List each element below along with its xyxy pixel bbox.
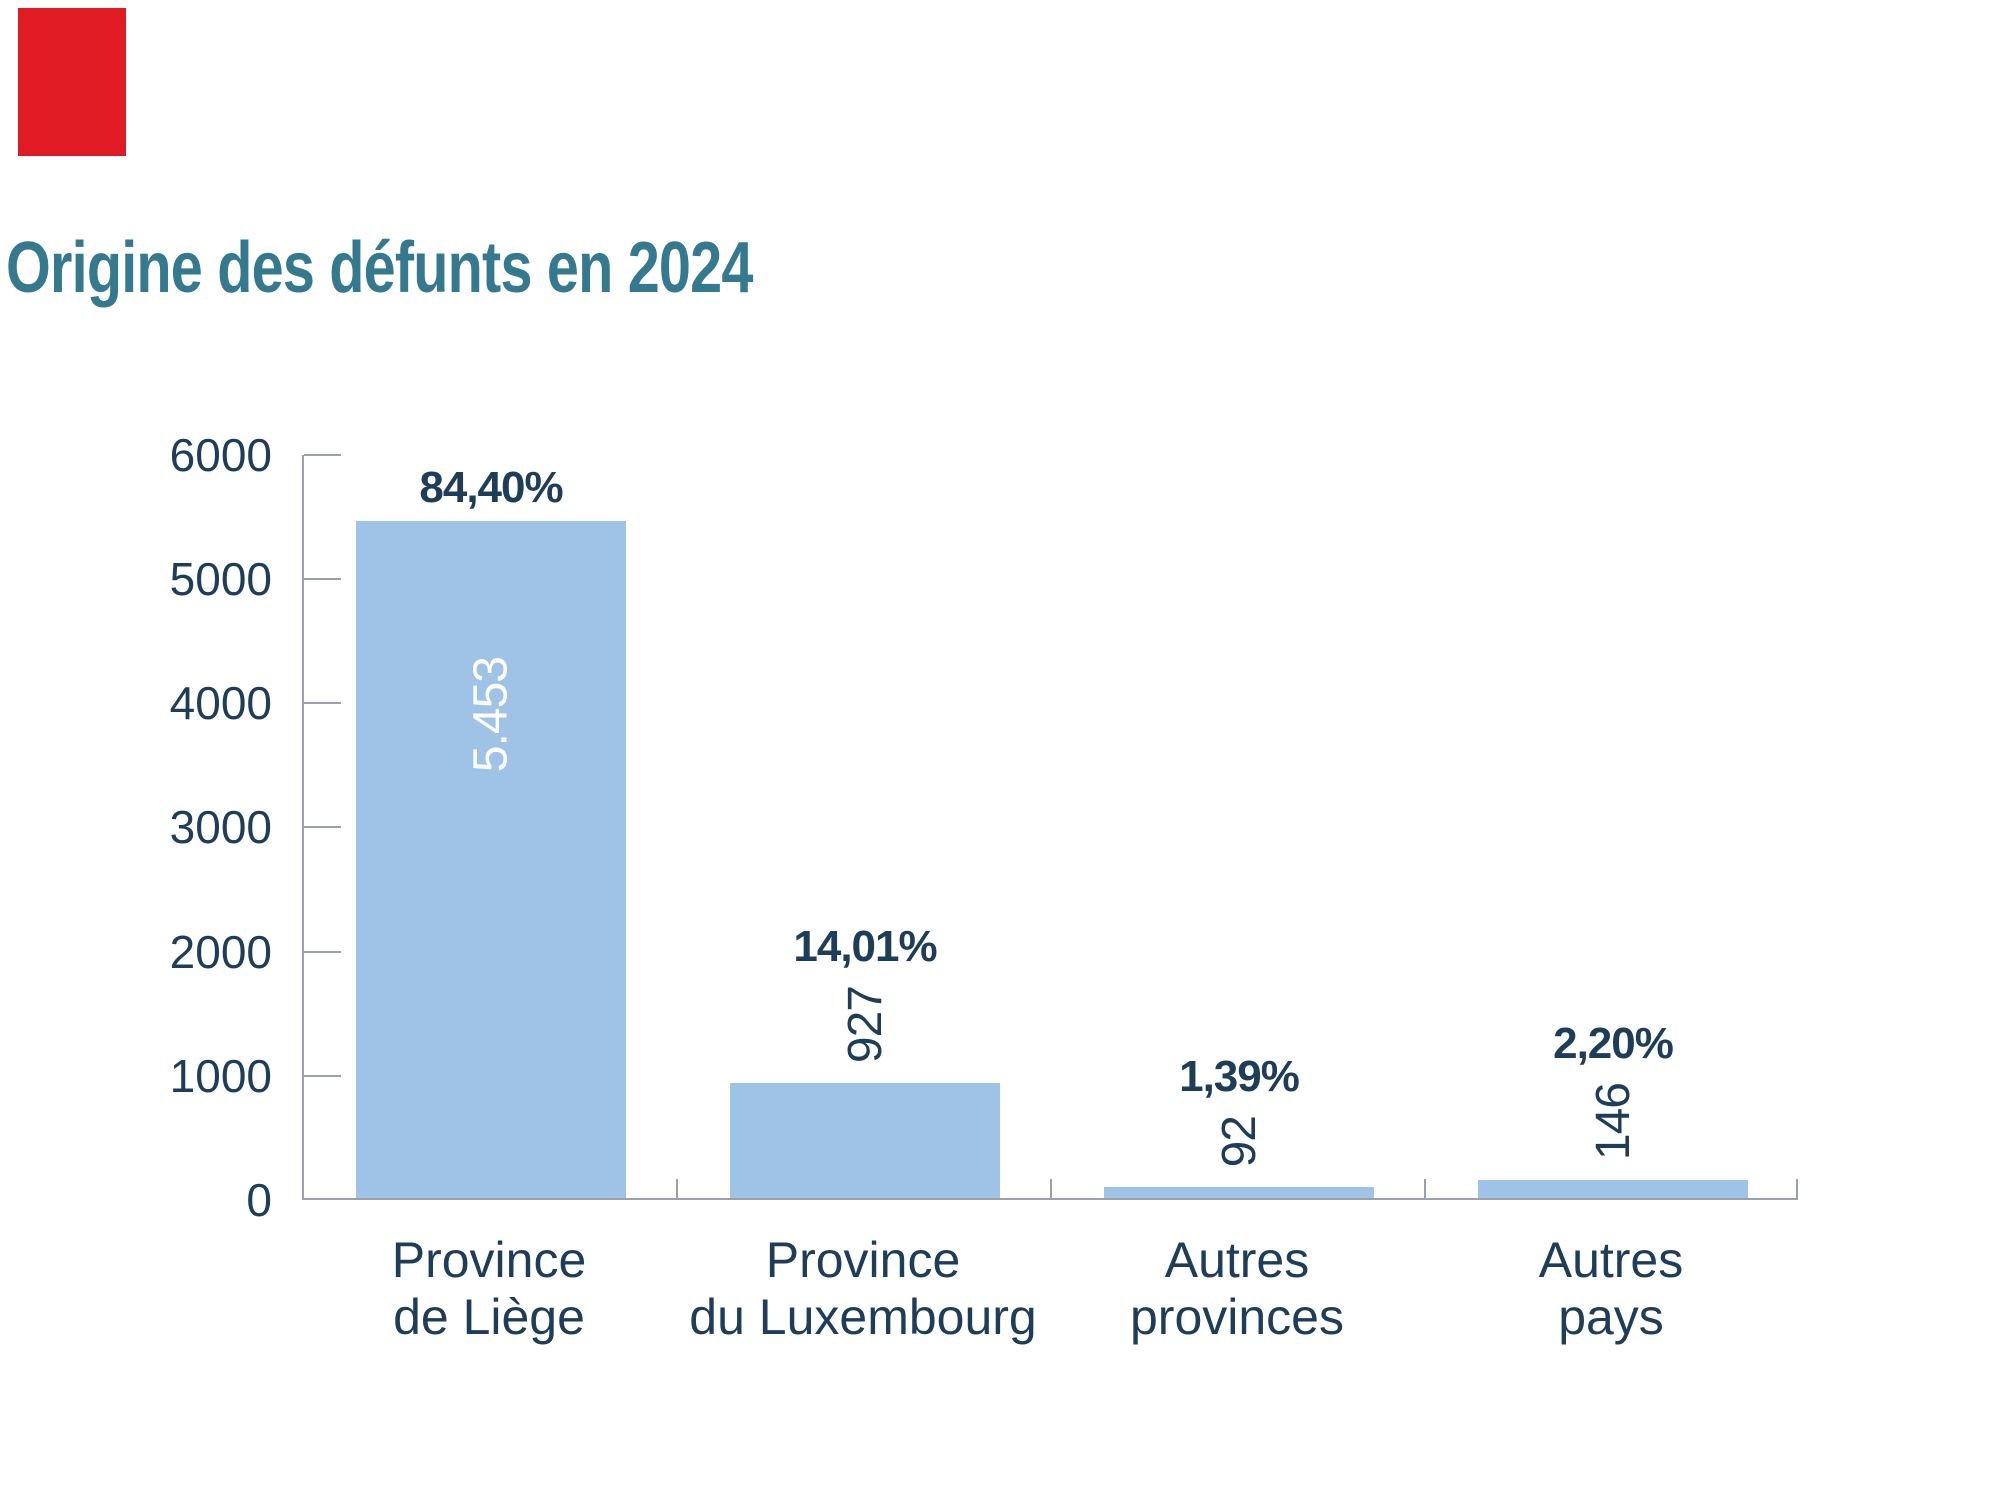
- bar-value-label: 92: [1212, 1115, 1266, 1167]
- category-line: pays: [1558, 1289, 1664, 1345]
- x-axis-category-label: Autres pays: [1424, 1232, 1798, 1346]
- x-axis-category-label: Province du Luxembourg: [676, 1232, 1050, 1346]
- bar-group-province-de-liege: 84,40% 5.453: [304, 463, 678, 1198]
- category-line: Province: [765, 1232, 961, 1288]
- category-line: de Liège: [393, 1289, 585, 1345]
- y-axis-tick-label: 0: [246, 1174, 272, 1226]
- y-axis-tick-label: 5000: [169, 553, 272, 605]
- bar-autres-provinces: [1104, 1187, 1374, 1198]
- bar-percent-label: 2,20%: [1553, 1018, 1674, 1068]
- category-line: Province: [391, 1232, 587, 1288]
- red-ribbon: [18, 8, 126, 156]
- y-axis-tick: [304, 826, 341, 828]
- x-axis-boundary-tick: [1424, 1179, 1426, 1198]
- y-axis-tick-label: 4000: [169, 677, 272, 729]
- bar-group-province-du-luxembourg: 14,01% 927: [678, 922, 1052, 1198]
- category-line: provinces: [1130, 1289, 1344, 1345]
- y-axis-tick-label: 1000: [169, 1050, 272, 1102]
- x-axis-boundary-tick: [1796, 1179, 1798, 1198]
- bar-group-autres-provinces: 1,39% 92: [1052, 1052, 1426, 1198]
- bar-value-label: 146: [1586, 1082, 1640, 1160]
- bar-value-label: 5.453: [464, 657, 518, 773]
- bar-percent-label: 14,01%: [793, 921, 937, 971]
- bar-value-label: 927: [838, 985, 892, 1063]
- y-axis-tick: [304, 1075, 341, 1077]
- bar-group-autres-pays: 2,20% 146: [1426, 1019, 1800, 1198]
- bar-autres-pays: [1478, 1180, 1748, 1198]
- y-axis-tick-label: 6000: [169, 429, 272, 481]
- x-axis-boundary-tick: [676, 1179, 678, 1198]
- y-axis-tick: [304, 951, 341, 953]
- y-axis-tick-label: 3000: [169, 801, 272, 853]
- bar-province-de-liege: 5.453: [356, 521, 626, 1198]
- x-axis-category-label: Autres provinces: [1050, 1232, 1424, 1346]
- category-line: du Luxembourg: [689, 1289, 1037, 1345]
- y-axis-tick: [304, 454, 341, 456]
- x-axis-boundary-tick: [1050, 1179, 1052, 1198]
- category-line: Autres: [1538, 1232, 1684, 1288]
- plot-area: 84,40% 5.453 14,01% 927 1,39% 92 2,20% 1: [302, 454, 1800, 1200]
- chart-title: Origine des défunts en 2024: [6, 228, 753, 308]
- y-axis-tick: [304, 578, 341, 580]
- bar-province-du-luxembourg: [730, 1083, 1000, 1198]
- bar-percent-label: 1,39%: [1179, 1051, 1300, 1101]
- y-axis-tick-label: 2000: [169, 926, 272, 978]
- x-axis-category-label: Province de Liège: [302, 1232, 676, 1346]
- y-axis-tick: [304, 702, 341, 704]
- bar-percent-label: 84,40%: [419, 463, 563, 512]
- category-line: Autres: [1164, 1232, 1310, 1288]
